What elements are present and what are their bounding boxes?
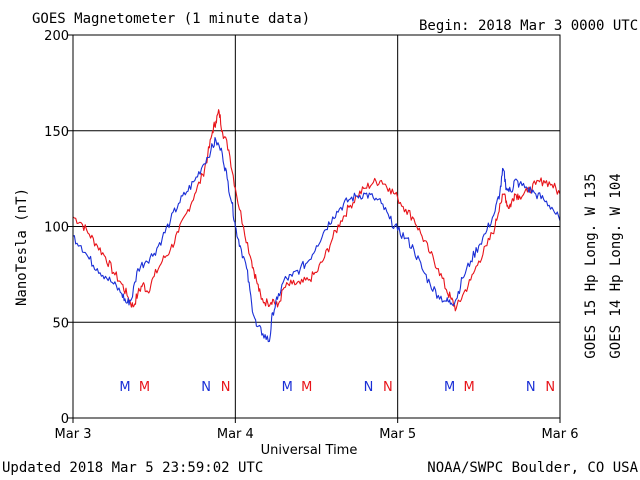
series-line-goes14 xyxy=(72,137,561,343)
annotation-marker: N xyxy=(383,380,393,395)
annotation-marker: M xyxy=(119,380,130,395)
annotation-marker: M xyxy=(301,380,312,395)
y-tick-label: 50 xyxy=(52,316,69,331)
y-tick-label: 200 xyxy=(44,29,69,44)
x-tick-label: Mar 5 xyxy=(379,427,416,442)
annotation-marker: N xyxy=(364,380,374,395)
series-layer xyxy=(72,109,561,343)
annotation-marker: N xyxy=(221,380,231,395)
x-tick-label: Mar 3 xyxy=(55,427,92,442)
y-tick-label: 0 xyxy=(61,412,69,427)
annotation-marker: N xyxy=(201,380,211,395)
y-tick-label: 100 xyxy=(44,221,69,236)
annotation-marker: N xyxy=(545,380,555,395)
y-tick-label: 150 xyxy=(44,125,69,140)
annotation-marker: M xyxy=(282,380,293,395)
x-axis-ticks: Mar 3 Mar 4 Mar 5 Mar 6 xyxy=(55,418,579,442)
credit-text: NOAA/SWPC Boulder, CO USA xyxy=(427,460,638,476)
legend-goes14: GOES 14 Hp Long. W 104 xyxy=(608,173,624,358)
updated-timestamp: Updated 2018 Mar 5 23:59:02 UTC xyxy=(2,460,263,476)
annotation-marker: M xyxy=(463,380,474,395)
x-tick-label: Mar 6 xyxy=(542,427,579,442)
annotation-marker: N xyxy=(526,380,536,395)
chart-title: GOES Magnetometer (1 minute data) xyxy=(32,11,310,27)
grid-lines xyxy=(73,35,560,418)
annotation-marker: M xyxy=(139,380,150,395)
y-axis-label: NanoTesla (nT) xyxy=(14,188,30,306)
begin-label: Begin: 2018 Mar 3 0000 UTC xyxy=(419,18,638,34)
plot-frame xyxy=(72,34,561,419)
x-axis-label: Universal Time xyxy=(261,443,358,458)
series-line-goes15 xyxy=(72,109,561,312)
x-tick-label: Mar 4 xyxy=(217,427,254,442)
legend-goes15: GOES 15 Hp Long. W 135 xyxy=(583,173,599,358)
y-axis-ticks: 0 50 100 150 200 xyxy=(44,29,73,427)
annotation-marker: M xyxy=(444,380,455,395)
